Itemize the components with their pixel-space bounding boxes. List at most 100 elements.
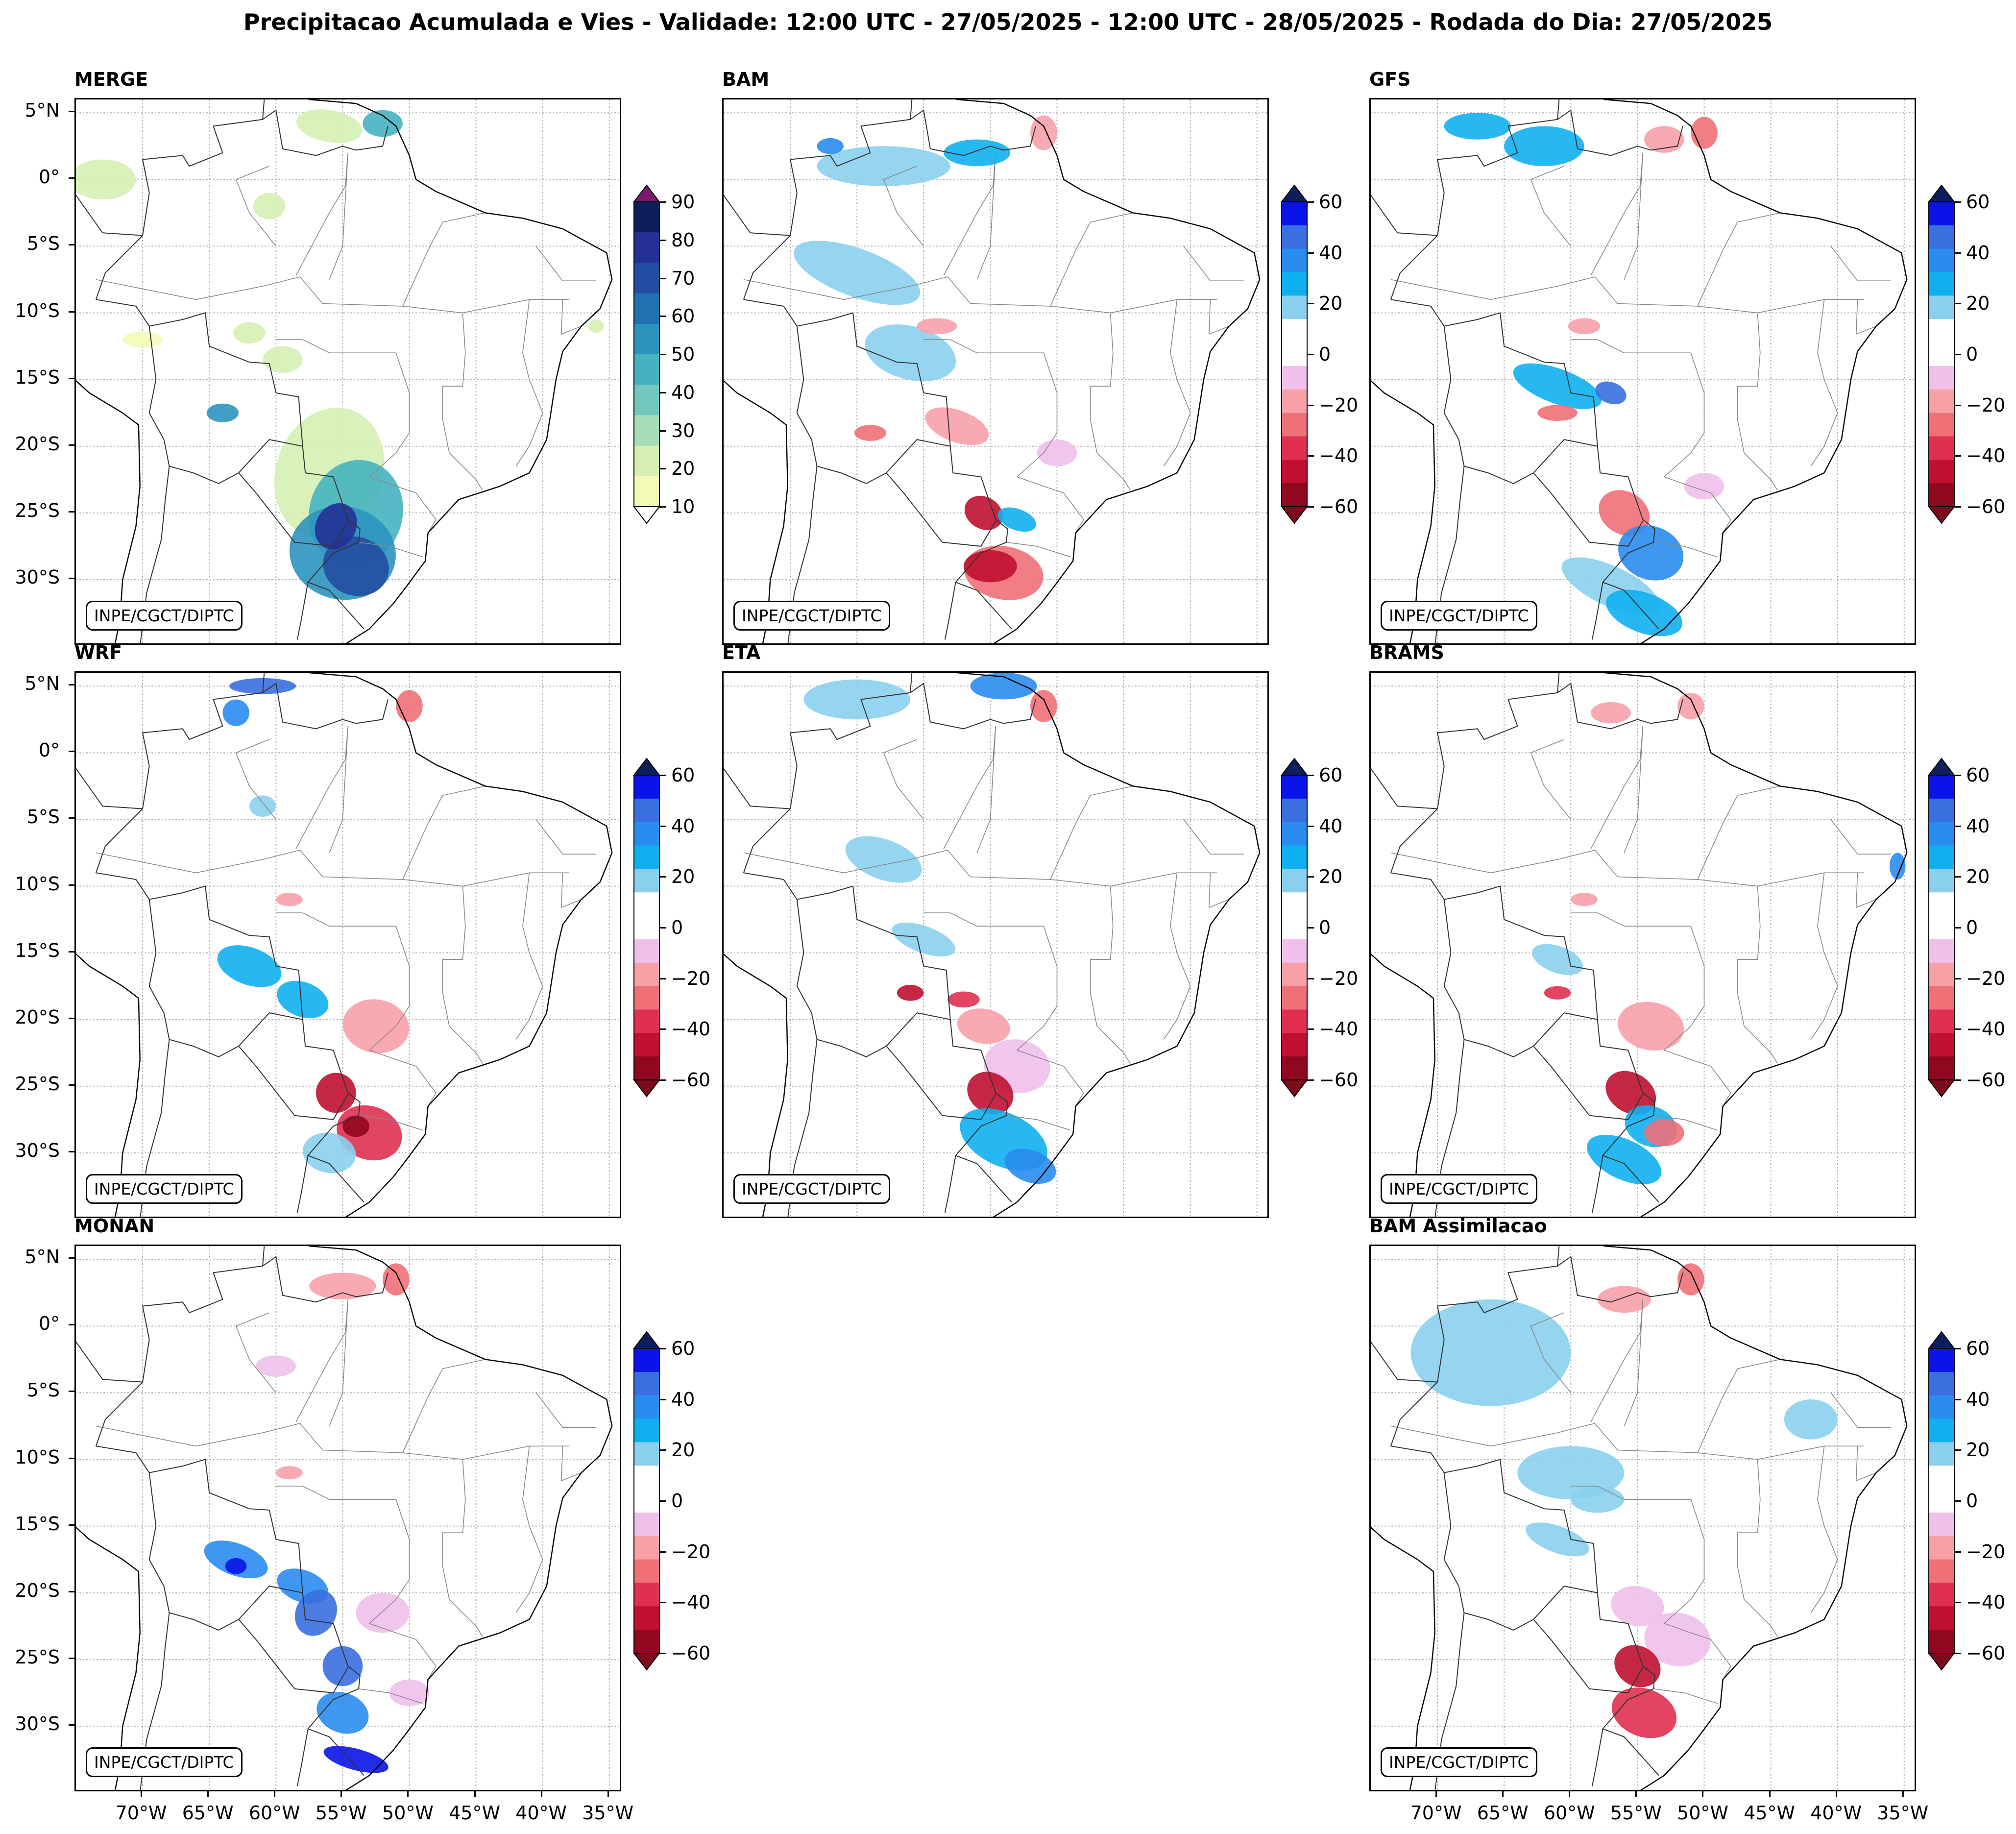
state-border: [515, 1446, 543, 1613]
state-border: [442, 886, 483, 1064]
precip-field: [1644, 1119, 1684, 1147]
precip-field: [76, 159, 136, 200]
state-border: [1163, 873, 1191, 1040]
coastline: [1603, 673, 1908, 1217]
precip-field: [1532, 944, 1583, 975]
colorbar-band: [634, 263, 659, 294]
coastline: [724, 953, 788, 1217]
colorbar-band: [1282, 225, 1307, 249]
colorbar-label: 0: [1319, 917, 1331, 938]
lat-label: 10°S: [15, 299, 60, 321]
coastline: [308, 673, 613, 1217]
country-border: [96, 872, 364, 1203]
colorbar-label: −40: [1966, 1018, 2006, 1040]
state-border: [1090, 886, 1131, 1064]
colorbar-tick: [1307, 506, 1314, 508]
precip-field: [323, 1746, 389, 1773]
colorbar: 90 80 70 60 50 40 30 20 10: [632, 184, 695, 524]
precip-field: [997, 507, 1036, 532]
lat-tick: [69, 377, 74, 379]
lon-tick: [1569, 1791, 1571, 1797]
colorbar-svg: [1280, 758, 1309, 1098]
colorbar-label: −20: [671, 1541, 711, 1563]
map-svg: [724, 673, 1267, 1217]
country-border: [743, 299, 1012, 630]
colorbar-extend-max: [1927, 758, 1956, 776]
lat-label: 30°S: [15, 1712, 60, 1735]
precip-field: [845, 836, 922, 883]
colorbar-tick: [1307, 455, 1314, 457]
colorbar-band: [1282, 460, 1307, 484]
state-border: [369, 1623, 437, 1680]
coastline: [308, 1246, 613, 1790]
colorbar-band: [1929, 1009, 1954, 1033]
country-border: [1443, 1472, 1598, 1631]
colorbar-tick: [1307, 775, 1314, 776]
colorbar-band: [1929, 1559, 1954, 1583]
country-border: [148, 326, 303, 485]
country-border: [724, 767, 791, 809]
map-svg: [1371, 99, 1915, 643]
colorbar-band: [1929, 1348, 1954, 1372]
country-border: [743, 683, 1036, 873]
panel-title: GFS: [1369, 69, 1411, 90]
colorbar-label: 60: [1966, 764, 1990, 786]
colorbar-tick: [659, 1348, 666, 1349]
credit-box: INPE/CGCT/DIPTC: [1381, 1174, 1537, 1204]
state-border: [295, 726, 349, 849]
lon-label: 55°W: [1610, 1802, 1662, 1824]
colorbar-tick: [659, 1449, 666, 1451]
colorbar-extend-max: [632, 758, 661, 776]
lat-label: 5°S: [26, 806, 60, 828]
lat-tick: [69, 751, 74, 753]
country-border: [76, 1341, 143, 1383]
lon-tick: [340, 1791, 342, 1797]
state-border: [1183, 819, 1244, 855]
precip-field: [1526, 1522, 1589, 1557]
colorbar-band: [1929, 272, 1954, 296]
colorbar-tick: [1954, 455, 1961, 457]
colorbar-label: 60: [1966, 1338, 1990, 1359]
lon-label: 50°W: [1677, 1802, 1728, 1824]
state-border: [1830, 819, 1891, 855]
colorbar-label: −40: [671, 1018, 711, 1040]
precip-field: [296, 109, 363, 143]
state-border: [1050, 212, 1133, 307]
colorbar-tick: [659, 825, 666, 827]
country-border: [1390, 109, 1683, 300]
colorbar-label: 20: [671, 866, 695, 888]
state-border: [1006, 1115, 1070, 1131]
state-border: [1697, 1359, 1780, 1453]
colorbar-tick: [1307, 1028, 1314, 1030]
map-svg: [76, 1246, 620, 1790]
precip-field: [1591, 702, 1631, 724]
colorbar-tick: [659, 430, 666, 432]
precip-field: [794, 241, 921, 305]
map-frame: INPE/CGCT/DIPTC: [1369, 98, 1916, 645]
lat-tick: [69, 244, 74, 246]
lat-tick: [69, 111, 74, 113]
state-border: [1050, 785, 1133, 880]
precip-field: [303, 1132, 356, 1174]
country-border: [743, 872, 1012, 1203]
colorbar-label: 40: [671, 381, 695, 403]
precip-field: [263, 346, 303, 373]
lon-label: 65°W: [182, 1802, 234, 1824]
precip-field: [342, 999, 410, 1053]
lat-label: 30°S: [15, 1139, 60, 1161]
colorbar-label: −60: [1966, 496, 2006, 517]
lon-tick: [1769, 1791, 1771, 1797]
colorbar-band: [1282, 1056, 1307, 1080]
colorbar-band: [1282, 202, 1307, 226]
precip-field: [222, 699, 249, 726]
colorbar-band: [1282, 483, 1307, 507]
colorbar-band: [1929, 366, 1954, 390]
state-border: [535, 1392, 596, 1428]
colorbar-band: [634, 822, 659, 846]
state-border: [329, 152, 349, 280]
country-border: [886, 1046, 996, 1120]
lat-label: 5°N: [24, 99, 60, 122]
state-border: [976, 726, 996, 853]
colorbar-band: [1282, 822, 1307, 846]
lat-label: 20°S: [15, 1006, 60, 1028]
